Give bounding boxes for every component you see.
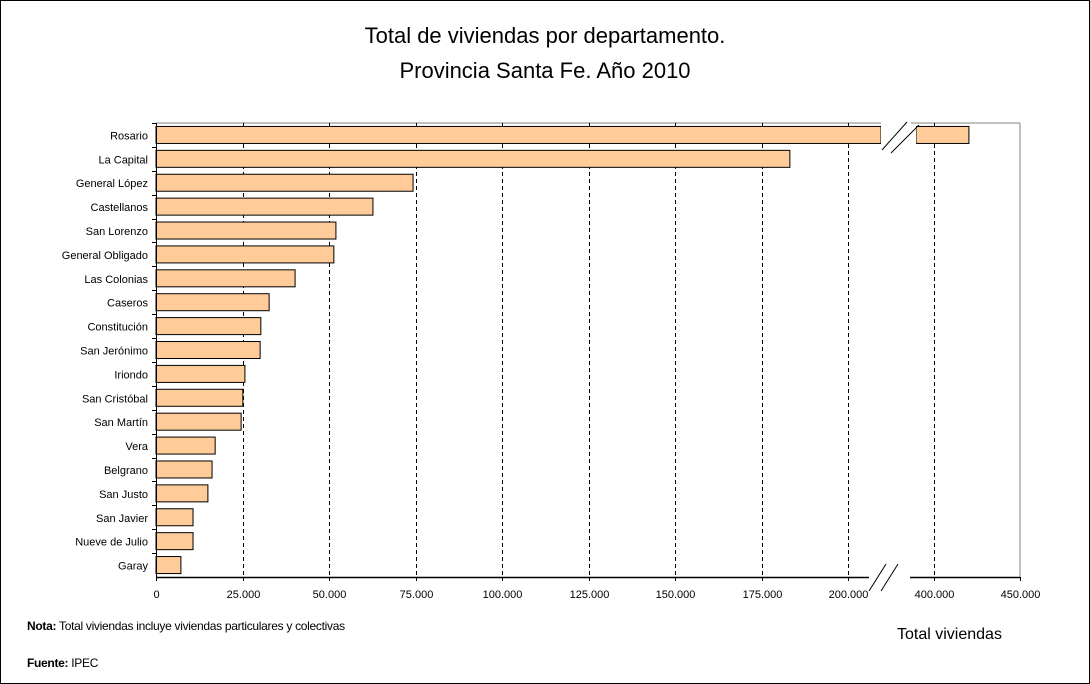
category-label: San Lorenzo	[86, 226, 148, 238]
x-tick-label: 200.000	[829, 589, 869, 601]
bar	[155, 173, 414, 192]
x-axis-label: Total viviendas	[897, 626, 1002, 643]
axis-break-mark	[880, 563, 899, 592]
category-label: Constitución	[87, 322, 148, 334]
x-tick-label: 0	[153, 589, 159, 601]
category-label: Garay	[118, 561, 148, 573]
axis-break-mark	[881, 121, 908, 151]
category-label: La Capital	[98, 154, 148, 166]
bar	[155, 364, 246, 383]
bar	[155, 317, 262, 336]
bar	[155, 388, 244, 407]
chart-subtitle: Provincia Santa Fe. Año 2010	[399, 58, 691, 83]
bar	[155, 245, 335, 264]
x-tick-label: 125.000	[570, 589, 610, 601]
category-label: General Obligado	[62, 250, 148, 262]
bar	[155, 412, 242, 431]
bar	[155, 341, 261, 359]
bar	[155, 221, 337, 240]
bar-break-gap	[881, 125, 916, 145]
source-label: Fuente:	[27, 656, 69, 670]
x-tick-label: 100.000	[483, 589, 523, 601]
x-tick-label: 25.000	[227, 589, 261, 601]
category-label: Belgrano	[104, 465, 148, 477]
source: Fuente: IPEC	[27, 656, 98, 670]
bar	[155, 484, 209, 503]
category-label: Nueve de Julio	[75, 537, 148, 549]
bar	[155, 460, 213, 479]
category-label: Rosario	[110, 130, 148, 142]
category-label: General López	[76, 178, 148, 190]
category-label: Caseros	[107, 298, 148, 310]
bar	[155, 532, 194, 551]
category-label: San Jerónimo	[80, 346, 148, 358]
note-label: Nota:	[27, 619, 57, 633]
axis-break-mark	[868, 563, 887, 592]
category-label: Vera	[125, 441, 149, 453]
bar	[155, 269, 296, 288]
x-tick-label: 75.000	[400, 589, 434, 601]
bar	[155, 149, 791, 168]
category-label: San Cristóbal	[82, 393, 148, 405]
bar	[155, 293, 270, 312]
bar	[155, 508, 194, 527]
category-label: Castellanos	[91, 202, 149, 214]
category-label: San Javier	[96, 513, 148, 525]
bar	[155, 436, 216, 455]
x-tick-label: 50.000	[313, 589, 347, 601]
chart-title: Total de viviendas por departamento.	[364, 23, 726, 48]
category-label: Iriondo	[114, 369, 148, 381]
category-label: San Justo	[99, 489, 148, 501]
source-text: IPEC	[68, 656, 99, 670]
note-text: Total viviendas incluye viviendas partic…	[56, 619, 345, 633]
bar	[155, 197, 374, 216]
x-tick-label: 450.000	[1001, 589, 1041, 601]
x-tick-label: 400.000	[915, 589, 955, 601]
axis-break-mark	[890, 124, 920, 154]
bar-chart: 0 25.000 50.000 75.000 100.000 125.000 150.000…	[62, 121, 1041, 601]
x-tick-label: 175.000	[743, 589, 783, 601]
x-tick-label: 150.000	[656, 589, 696, 601]
category-label: San Martín	[94, 417, 148, 429]
note: Nota: Total viviendas incluye viviendas …	[27, 619, 345, 633]
bar	[915, 125, 970, 144]
bar	[155, 125, 882, 144]
bar	[155, 556, 182, 575]
category-label: Las Colonias	[84, 274, 148, 286]
